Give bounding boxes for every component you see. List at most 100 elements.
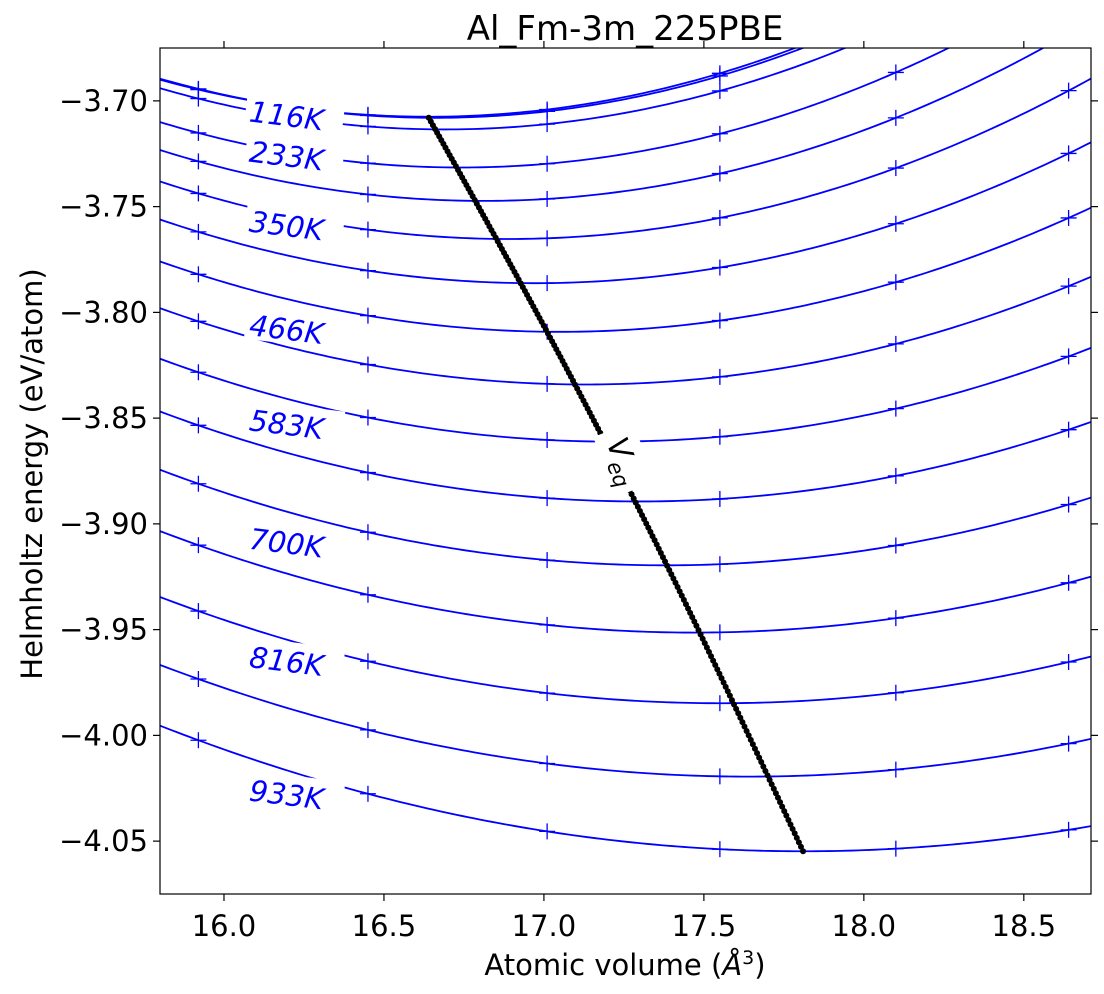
curve-marker <box>359 221 376 238</box>
curve-marker <box>887 840 904 857</box>
veq-point <box>795 839 802 846</box>
y-tick-label: −3.75 <box>59 190 148 224</box>
curve-marker <box>1060 421 1077 438</box>
curve-marker <box>711 209 728 226</box>
curve-marker <box>888 18 904 34</box>
curve-marker <box>1060 496 1077 513</box>
y-tick: −3.95 <box>59 613 1098 647</box>
x-tick-label: 16.5 <box>352 909 417 943</box>
curve-marker <box>711 82 728 99</box>
isotherm-curve-8 <box>160 275 1091 386</box>
isotherm-curve-11 <box>160 468 1091 567</box>
curve-marker <box>887 274 904 291</box>
y-tick-label: −4.00 <box>59 718 148 752</box>
curve-marker <box>190 603 207 620</box>
curve-marker <box>190 537 207 554</box>
curve-label: 233K <box>243 131 346 178</box>
veq-point <box>762 767 769 774</box>
curve-marker <box>359 118 376 135</box>
veq-point <box>768 781 775 788</box>
veq-point <box>754 750 761 757</box>
x-tick-label: 17.0 <box>512 909 577 943</box>
curve-label: 816K <box>243 636 346 683</box>
curve-marker <box>539 275 556 292</box>
curve-label: 700K <box>243 518 346 565</box>
curve-marker <box>190 417 207 434</box>
curve-marker <box>190 153 207 170</box>
veq-point <box>774 794 781 801</box>
isotherm-curve-4 <box>160 48 1045 202</box>
x-tick-label: 18.5 <box>992 909 1057 943</box>
curve-marker <box>887 684 904 701</box>
x-tick: 18.0 <box>832 41 896 943</box>
markers-layer <box>190 0 1077 858</box>
curve-marker <box>190 90 207 107</box>
curve-marker <box>359 524 376 541</box>
veq-point <box>800 848 807 855</box>
curve-label: 350K <box>243 201 346 248</box>
isotherm-curve-6 <box>160 141 1091 285</box>
curve-marker <box>359 186 376 203</box>
isotherm-curve-10 <box>160 410 1091 503</box>
veq-point <box>797 843 804 850</box>
veq-label: Veq <box>593 421 657 497</box>
curve-marker <box>539 685 556 702</box>
y-tick-label: −3.90 <box>59 507 148 541</box>
y-tick-label: −4.05 <box>59 824 148 858</box>
curve-marker <box>539 616 556 633</box>
curve-marker <box>711 125 728 142</box>
x-tick: 16.5 <box>352 41 417 943</box>
veq-point <box>781 808 788 815</box>
y-tick: −4.05 <box>59 824 1098 858</box>
curve-marker <box>190 223 207 240</box>
curve-marker <box>539 552 556 569</box>
veq-layer <box>425 114 807 855</box>
curve-marker <box>539 190 556 207</box>
curve-marker <box>359 586 376 603</box>
y-tick-label: −3.95 <box>59 613 148 647</box>
curve-label: 116K <box>243 91 346 138</box>
curve-marker <box>359 262 376 279</box>
curve-marker <box>539 155 556 172</box>
curve-marker <box>539 431 556 448</box>
x-tick-label: 17.5 <box>672 909 737 943</box>
y-tick: −3.90 <box>59 507 1098 541</box>
y-tick-label: −3.80 <box>59 295 148 329</box>
curve-label: 466K <box>243 304 346 351</box>
y-tick: −3.80 <box>59 295 1098 329</box>
veq-point <box>772 790 779 797</box>
curve-marker <box>1060 574 1077 591</box>
curve-marker <box>190 475 207 492</box>
curve-marker <box>888 0 904 16</box>
curve-marker <box>711 768 728 785</box>
curve-marker <box>539 823 556 840</box>
curve-marker <box>539 490 556 507</box>
curve-marker <box>1060 735 1077 752</box>
curve-marker <box>711 556 728 573</box>
curve-marker <box>190 266 207 283</box>
curve-marker <box>887 467 904 484</box>
curve-marker <box>887 761 904 778</box>
veq-point <box>787 821 794 828</box>
curve-marker <box>1061 26 1077 42</box>
y-tick: −4.00 <box>59 718 1098 752</box>
curve-marker <box>711 67 728 84</box>
isotherm-curve-7 <box>160 206 1091 333</box>
x-tick: 18.5 <box>992 41 1057 943</box>
y-axis: −3.70 −3.75 −3.80 −3.85 −3.90 −3.95 −4.00 −4.05 <box>59 84 1098 858</box>
curve-marker <box>711 259 728 276</box>
veq-point <box>766 776 773 783</box>
curve-marker <box>359 307 376 324</box>
y-tick: −3.70 <box>59 84 1098 118</box>
curve-marker <box>359 721 376 738</box>
curve-marker <box>711 368 728 385</box>
veq-point <box>791 830 798 837</box>
curve-marker <box>711 624 728 641</box>
curve-marker <box>1060 145 1077 162</box>
curve-marker <box>190 671 207 688</box>
curve-marker <box>887 335 904 352</box>
plot-frame <box>159 47 1092 895</box>
curve-marker <box>711 695 728 712</box>
curve-marker <box>711 165 728 182</box>
curve-marker <box>359 785 376 802</box>
